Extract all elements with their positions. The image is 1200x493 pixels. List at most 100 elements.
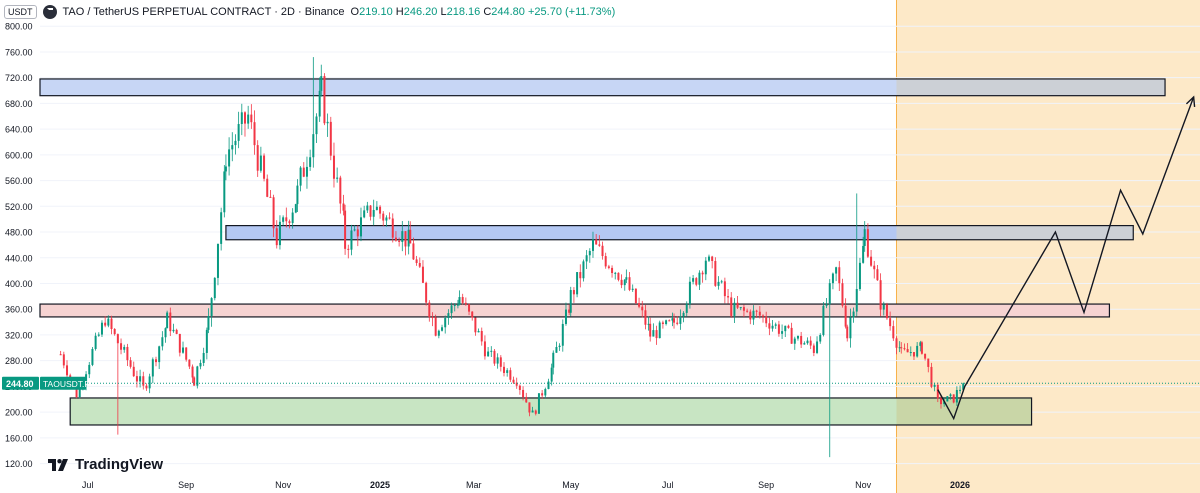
- candle-body: [347, 248, 350, 250]
- candle-body: [777, 324, 780, 334]
- time-axis[interactable]: Jul Sep Nov 2025 Mar May Jul Sep Nov 2026: [82, 480, 970, 490]
- candle-body: [509, 370, 512, 380]
- candle-body: [870, 256, 873, 266]
- candle-body: [673, 318, 676, 323]
- candle-body: [531, 410, 534, 413]
- candle-body: [803, 343, 806, 345]
- candle-body: [607, 266, 610, 268]
- candle-body: [733, 302, 736, 316]
- candle-body: [447, 313, 450, 318]
- candle-body: [401, 231, 404, 242]
- open-label: O: [350, 6, 360, 18]
- candle-body: [809, 340, 812, 346]
- candle-body: [936, 384, 939, 399]
- symbol-title[interactable]: TAO / TetherUS PERPETUAL CONTRACT · 2D ·…: [62, 6, 345, 18]
- candle-body: [962, 383, 965, 390]
- candle-body: [812, 345, 815, 353]
- candle-body: [172, 329, 175, 332]
- candle-body: [199, 362, 202, 367]
- candle-body: [480, 330, 483, 342]
- price-zones: [39, 78, 1166, 426]
- candle-body: [291, 212, 294, 224]
- candle-body: [503, 366, 505, 373]
- candle-body: [739, 307, 742, 309]
- candle-body: [749, 311, 752, 320]
- candle-body: [110, 318, 113, 330]
- candle-body: [116, 334, 119, 344]
- candle-body: [213, 277, 216, 299]
- time-tick-label: Nov: [855, 480, 872, 490]
- candle-body: [139, 376, 142, 382]
- supply-zone-top-border: [39, 78, 1166, 97]
- candle-body: [682, 312, 685, 317]
- candle-body: [369, 205, 372, 217]
- currency-badge[interactable]: USDT: [4, 5, 37, 19]
- candle-body: [828, 283, 831, 305]
- candle-body: [450, 305, 453, 314]
- candle-body: [723, 281, 726, 297]
- candle-body: [591, 239, 594, 251]
- candle-body: [638, 303, 641, 307]
- candle-body: [305, 166, 308, 177]
- candle-body: [220, 212, 223, 244]
- candle-body: [185, 347, 188, 360]
- candle-body: [237, 124, 240, 141]
- candle-body: [94, 335, 97, 349]
- candle-body: [841, 283, 844, 306]
- candle-body: [418, 263, 421, 267]
- candle-body: [701, 272, 704, 275]
- candle-body: [320, 76, 323, 91]
- candle-body: [151, 359, 154, 377]
- price-tick-label: 360.00: [5, 305, 33, 315]
- candle-body: [933, 384, 936, 387]
- tradingview-logo-text: TradingView: [75, 456, 164, 473]
- candle-body: [302, 167, 305, 177]
- candle-body: [309, 157, 312, 167]
- supply-zone-top-fill-projected: [896, 78, 1166, 96]
- candle-body: [930, 366, 933, 387]
- candle-body: [487, 351, 490, 357]
- candle-body: [730, 297, 733, 316]
- candle-body: [296, 185, 299, 205]
- candle-body: [196, 366, 199, 386]
- time-tick-label: Mar: [466, 480, 482, 490]
- candle-body: [866, 229, 869, 257]
- candle-body: [247, 114, 250, 124]
- candle-body: [585, 255, 588, 262]
- candle-body: [518, 385, 521, 390]
- candle-body: [250, 114, 253, 123]
- candle-body: [582, 261, 585, 279]
- candle-body: [388, 217, 391, 219]
- candle-body: [909, 352, 912, 354]
- high-value: 246.20: [403, 6, 438, 18]
- last-price-label: 244.80: [6, 379, 34, 389]
- candle-body: [781, 331, 784, 334]
- candle-body: [166, 312, 169, 329]
- candle-body: [676, 322, 679, 324]
- candle-body: [356, 229, 359, 237]
- candle-body: [359, 217, 362, 237]
- candle-body: [762, 315, 765, 317]
- candle-body: [78, 383, 81, 398]
- candle-body: [628, 277, 631, 290]
- candle-body: [598, 244, 601, 246]
- candle-body: [375, 206, 378, 210]
- time-tick-label: Jul: [662, 480, 674, 490]
- candle-body: [835, 267, 838, 274]
- candle-body: [838, 267, 841, 284]
- candle-body: [441, 327, 444, 331]
- candle-body: [344, 210, 347, 249]
- close-value: 244.80: [491, 6, 525, 18]
- candle-body: [202, 352, 205, 363]
- candle-body: [100, 322, 103, 335]
- candle-body: [665, 320, 668, 325]
- candle-body: [461, 297, 464, 303]
- time-tick-label: Sep: [758, 480, 774, 490]
- price-axis[interactable]: 800.00 760.00 720.00 680.00 640.00 600.00 560.…: [2, 22, 90, 469]
- tradingview-logo[interactable]: TradingView: [48, 456, 163, 473]
- candle-body: [366, 205, 369, 211]
- last-price-badge: [2, 376, 39, 390]
- candle-body: [641, 306, 644, 311]
- low-value: 218.16: [446, 6, 481, 18]
